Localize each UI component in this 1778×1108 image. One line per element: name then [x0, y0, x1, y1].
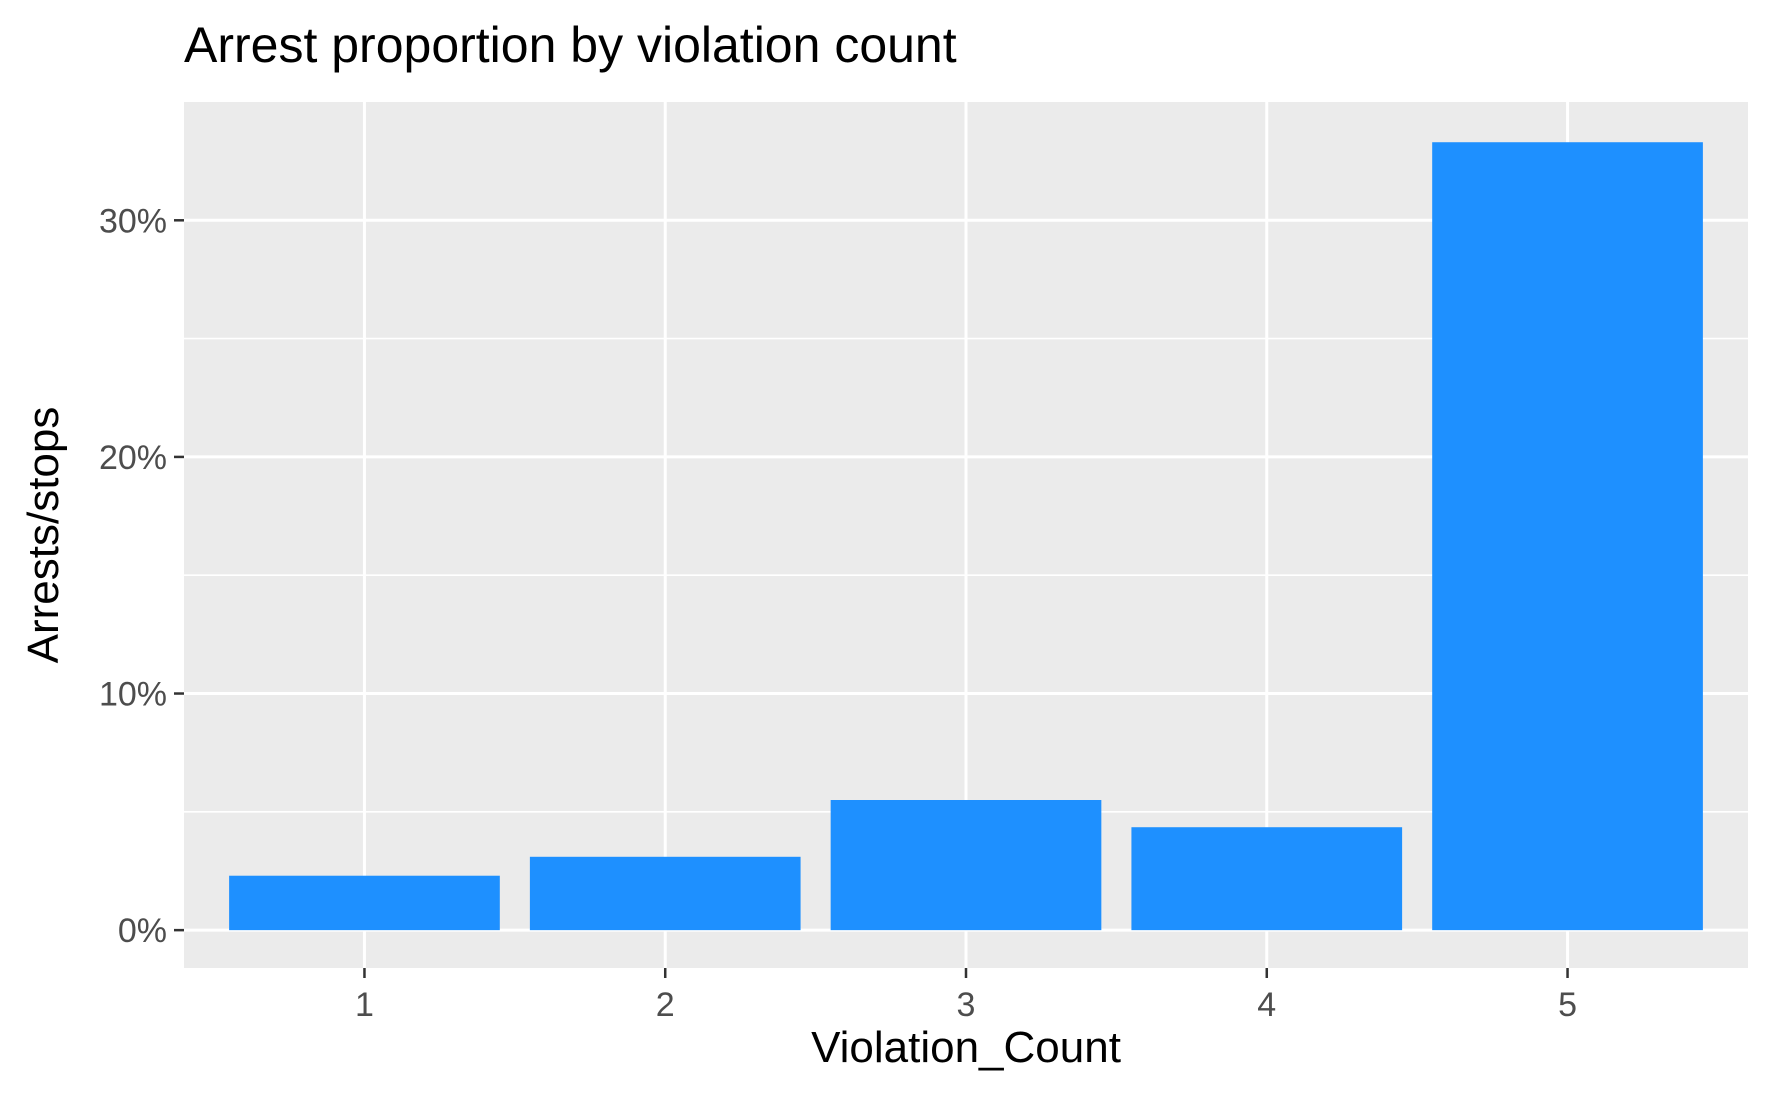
x-tick-label: 5 — [1558, 986, 1577, 1024]
y-axis-label: Arrests/stops — [19, 407, 68, 664]
chart-title: Arrest proportion by violation count — [184, 17, 957, 73]
y-tick-label: 20% — [99, 439, 167, 477]
y-tick-label: 30% — [99, 202, 167, 240]
x-tick-label: 1 — [355, 986, 374, 1024]
y-tick-label: 10% — [99, 676, 167, 714]
bars — [229, 142, 1703, 931]
bar — [830, 800, 1102, 931]
bar — [1432, 142, 1703, 931]
x-tick-label: 3 — [957, 986, 976, 1024]
x-tick-label: 4 — [1257, 986, 1276, 1024]
y-axis: 0% 10% 20% 30% — [99, 202, 184, 950]
x-axis: 1 2 3 4 5 — [355, 968, 1577, 1024]
y-tick-label: 0% — [118, 912, 167, 950]
x-axis-label: Violation_Count — [811, 1023, 1121, 1072]
bar — [529, 856, 801, 931]
bar — [229, 875, 500, 931]
x-tick-label: 2 — [656, 986, 675, 1024]
bar — [1131, 827, 1403, 931]
